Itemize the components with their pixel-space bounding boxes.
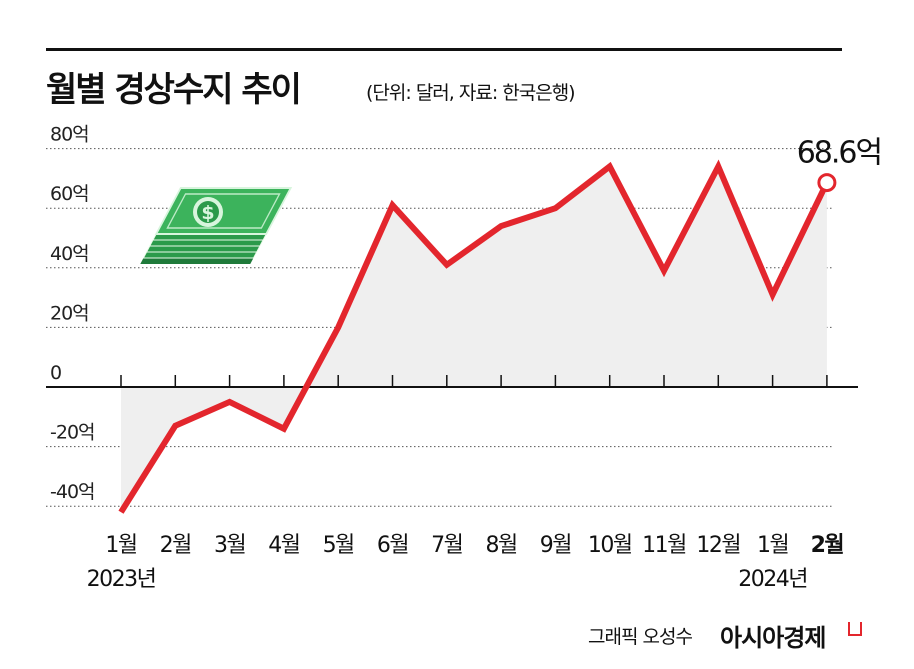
x-tick-label: 12월 (696, 533, 740, 558)
graphic-credit: 그래픽 오성수 (588, 626, 693, 648)
y-tick-label: 60억 (50, 183, 89, 205)
x-tick-label: 11월 (642, 533, 686, 558)
chart-title: 월별 경상수지 추이 (46, 70, 302, 110)
brand-mark-icon (848, 622, 862, 636)
x-tick-label: 6월 (377, 533, 408, 558)
area-path (121, 166, 827, 513)
x-tick-label: 5월 (323, 533, 354, 558)
chart-subtitle: (단위: 달러, 자료: 한국은행) (366, 82, 576, 104)
y-tick-label: 20억 (50, 302, 89, 324)
x-tick-label: 1월 (757, 533, 788, 558)
y-tick-label: -40억 (50, 481, 95, 503)
money-stack-icon: $ (140, 187, 293, 264)
y-tick-label: 40억 (50, 243, 89, 265)
brand-logo: 아시아경제 (720, 624, 826, 652)
axes (46, 375, 858, 388)
x-tick-label: 8월 (485, 533, 516, 558)
highlight-point (817, 173, 837, 193)
x-tick-label: 2월 (811, 533, 844, 558)
x-tick-label: 9월 (540, 533, 571, 558)
x-tick-label: 2월 (160, 533, 191, 558)
highlight-data-label: 68.6억 (797, 136, 881, 171)
top-rule (46, 48, 842, 51)
area-fill (121, 166, 827, 513)
year-label: 2024년 (738, 567, 807, 592)
y-tick-label: 0 (50, 362, 61, 384)
y-tick-labels: 80억 60억 40억 20억 0 -20억 -40억 (50, 124, 96, 504)
y-tick-label: -20억 (50, 422, 95, 444)
series-polyline (118, 159, 830, 514)
series-line (118, 159, 830, 514)
svg-text:$: $ (201, 202, 214, 224)
x-tick-label: 3월 (214, 533, 245, 558)
highlight-marker: 68.6억 (797, 136, 883, 193)
x-tick-label: 1월 (105, 533, 136, 558)
x-tick-label: 7월 (431, 533, 462, 558)
y-tick-label: 80억 (50, 124, 89, 146)
x-tick-label: 4월 (268, 533, 299, 558)
x-tick-label: 10월 (588, 533, 632, 558)
year-label: 2023년 (87, 567, 156, 592)
